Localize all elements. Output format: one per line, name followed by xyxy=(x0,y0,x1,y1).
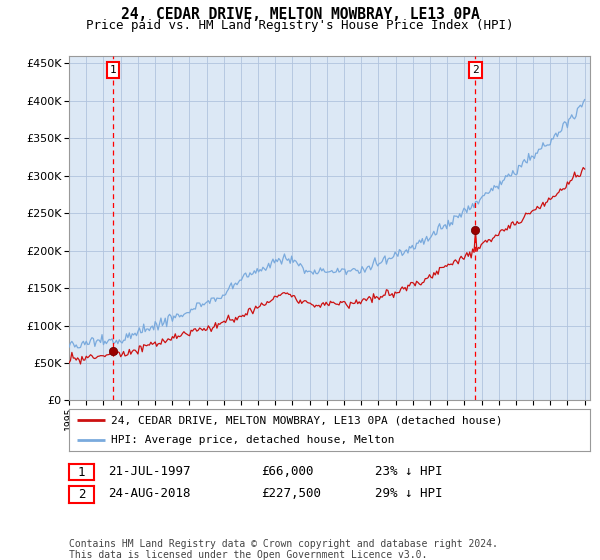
Text: £66,000: £66,000 xyxy=(261,465,314,478)
Text: 24, CEDAR DRIVE, MELTON MOWBRAY, LE13 0PA (detached house): 24, CEDAR DRIVE, MELTON MOWBRAY, LE13 0P… xyxy=(110,415,502,425)
Text: 21-JUL-1997: 21-JUL-1997 xyxy=(108,465,191,478)
Text: 29% ↓ HPI: 29% ↓ HPI xyxy=(375,487,443,501)
Text: 24, CEDAR DRIVE, MELTON MOWBRAY, LE13 0PA: 24, CEDAR DRIVE, MELTON MOWBRAY, LE13 0P… xyxy=(121,7,479,22)
Text: Price paid vs. HM Land Registry's House Price Index (HPI): Price paid vs. HM Land Registry's House … xyxy=(86,19,514,32)
Text: Contains HM Land Registry data © Crown copyright and database right 2024.
This d: Contains HM Land Registry data © Crown c… xyxy=(69,539,498,560)
Text: 23% ↓ HPI: 23% ↓ HPI xyxy=(375,465,443,478)
Text: HPI: Average price, detached house, Melton: HPI: Average price, detached house, Melt… xyxy=(110,435,394,445)
Text: 2: 2 xyxy=(472,65,479,75)
Text: 1: 1 xyxy=(109,65,116,75)
Text: £227,500: £227,500 xyxy=(261,487,321,501)
Text: 1: 1 xyxy=(78,465,85,479)
Text: 2: 2 xyxy=(78,488,85,501)
Text: 24-AUG-2018: 24-AUG-2018 xyxy=(108,487,191,501)
